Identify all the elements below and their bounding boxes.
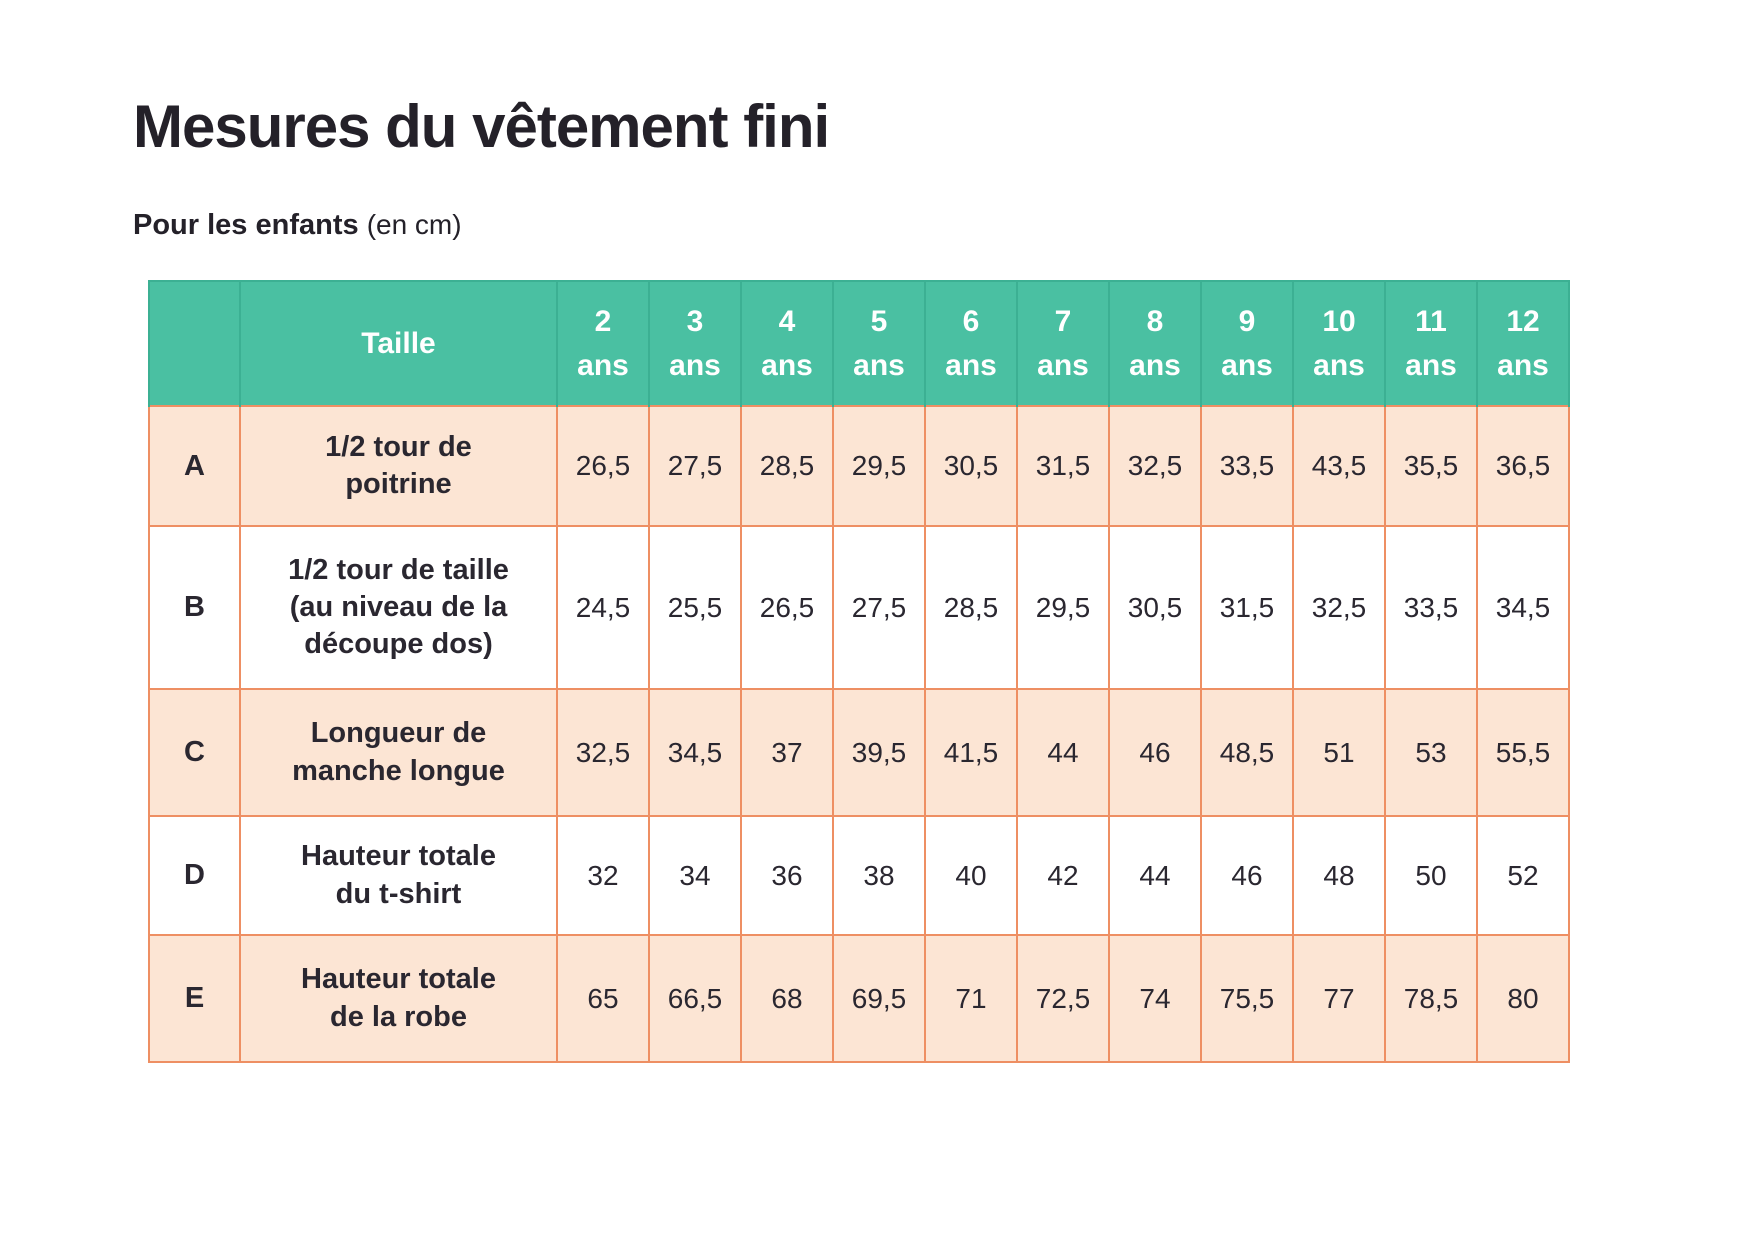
value-cell: 31,5 [1200, 525, 1294, 690]
age-header-cell: 9 ans [1200, 280, 1294, 406]
table-row: D Hauteur totale du t-shirt 32 34 36 38 40 42 44… [148, 815, 1570, 936]
value-cell: 35,5 [1384, 405, 1478, 527]
value-cell: 71 [924, 934, 1018, 1063]
measure-label-cell: 1/2 tour de taille (au niveau de la déco… [239, 525, 558, 690]
value-cell: 46 [1200, 815, 1294, 936]
age-header-cell: 6 ans [924, 280, 1018, 406]
size-table: Taille 2 ans 3 ans 4 ans 5 ans 6 ans 7 ans 8 an… [148, 280, 1570, 1063]
value-cell: 32 [556, 815, 650, 936]
measure-label-cell: Longueur de manche longue [239, 688, 558, 817]
row-letter-cell: B [148, 525, 241, 690]
value-cell: 43,5 [1292, 405, 1386, 527]
value-cell: 66,5 [648, 934, 742, 1063]
value-cell: 27,5 [832, 525, 926, 690]
value-cell: 68 [740, 934, 834, 1063]
value-cell: 32,5 [1292, 525, 1386, 690]
value-cell: 48,5 [1200, 688, 1294, 817]
row-letter-cell: C [148, 688, 241, 817]
row-letter-cell: E [148, 934, 241, 1063]
age-header-cell: 3 ans [648, 280, 742, 406]
value-cell: 46 [1108, 688, 1202, 817]
value-cell: 26,5 [740, 525, 834, 690]
value-cell: 36,5 [1476, 405, 1570, 527]
measure-label-cell: Hauteur totale de la robe [239, 934, 558, 1063]
value-cell: 44 [1108, 815, 1202, 936]
value-cell: 29,5 [1016, 525, 1110, 690]
value-cell: 51 [1292, 688, 1386, 817]
value-cell: 30,5 [1108, 525, 1202, 690]
value-cell: 26,5 [556, 405, 650, 527]
value-cell: 28,5 [924, 525, 1018, 690]
corner-cell [148, 280, 241, 406]
value-cell: 27,5 [648, 405, 742, 527]
value-cell: 69,5 [832, 934, 926, 1063]
value-cell: 32,5 [1108, 405, 1202, 527]
value-cell: 55,5 [1476, 688, 1570, 817]
value-cell: 65 [556, 934, 650, 1063]
value-cell: 31,5 [1016, 405, 1110, 527]
value-cell: 33,5 [1384, 525, 1478, 690]
value-cell: 74 [1108, 934, 1202, 1063]
value-cell: 77 [1292, 934, 1386, 1063]
value-cell: 24,5 [556, 525, 650, 690]
value-cell: 36 [740, 815, 834, 936]
value-cell: 32,5 [556, 688, 650, 817]
value-cell: 75,5 [1200, 934, 1294, 1063]
value-cell: 42 [1016, 815, 1110, 936]
value-cell: 28,5 [740, 405, 834, 527]
value-cell: 34 [648, 815, 742, 936]
page: Mesures du vêtement fini Pour les enfant… [133, 93, 1748, 1063]
row-letter-cell: A [148, 405, 241, 527]
table-row: C Longueur de manche longue 32,5 34,5 37 39,5… [148, 688, 1570, 817]
age-header-cell: 8 ans [1108, 280, 1202, 406]
value-cell: 30,5 [924, 405, 1018, 527]
value-cell: 80 [1476, 934, 1570, 1063]
taille-header-cell: Taille [239, 280, 558, 406]
age-header-cell: 7 ans [1016, 280, 1110, 406]
value-cell: 44 [1016, 688, 1110, 817]
value-cell: 33,5 [1200, 405, 1294, 527]
table-row: B 1/2 tour de taille (au niveau de la déc… [148, 525, 1570, 690]
age-header-cell: 4 ans [740, 280, 834, 406]
value-cell: 40 [924, 815, 1018, 936]
age-header-cell: 2 ans [556, 280, 650, 406]
value-cell: 41,5 [924, 688, 1018, 817]
measure-label-cell: Hauteur totale du t-shirt [239, 815, 558, 936]
value-cell: 78,5 [1384, 934, 1478, 1063]
subtitle: Pour les enfants (en cm) [133, 209, 1748, 242]
value-cell: 50 [1384, 815, 1478, 936]
table-row: E Hauteur totale de la robe 65 66,5 68 69,5 71… [148, 934, 1570, 1063]
measure-label-cell: 1/2 tour de poitrine [239, 405, 558, 527]
value-cell: 37 [740, 688, 834, 817]
age-header-cell: 11 ans [1384, 280, 1478, 406]
value-cell: 29,5 [832, 405, 926, 527]
table-row: A 1/2 tour de poitrine 26,5 27,5 28,5 29,5 30,… [148, 405, 1570, 527]
table-header-row: Taille 2 ans 3 ans 4 ans 5 ans 6 ans 7 ans 8 an… [148, 280, 1570, 406]
value-cell: 34,5 [1476, 525, 1570, 690]
value-cell: 52 [1476, 815, 1570, 936]
value-cell: 53 [1384, 688, 1478, 817]
value-cell: 34,5 [648, 688, 742, 817]
subtitle-unit-note: (en cm) [366, 209, 462, 240]
value-cell: 25,5 [648, 525, 742, 690]
age-header-cell: 5 ans [832, 280, 926, 406]
value-cell: 38 [832, 815, 926, 936]
subtitle-text: Pour les enfants [133, 209, 359, 241]
age-header-cell: 12 ans [1476, 280, 1570, 406]
age-header-cell: 10 ans [1292, 280, 1386, 406]
value-cell: 72,5 [1016, 934, 1110, 1063]
value-cell: 48 [1292, 815, 1386, 936]
row-letter-cell: D [148, 815, 241, 936]
page-title: Mesures du vêtement fini [133, 93, 830, 160]
value-cell: 39,5 [832, 688, 926, 817]
